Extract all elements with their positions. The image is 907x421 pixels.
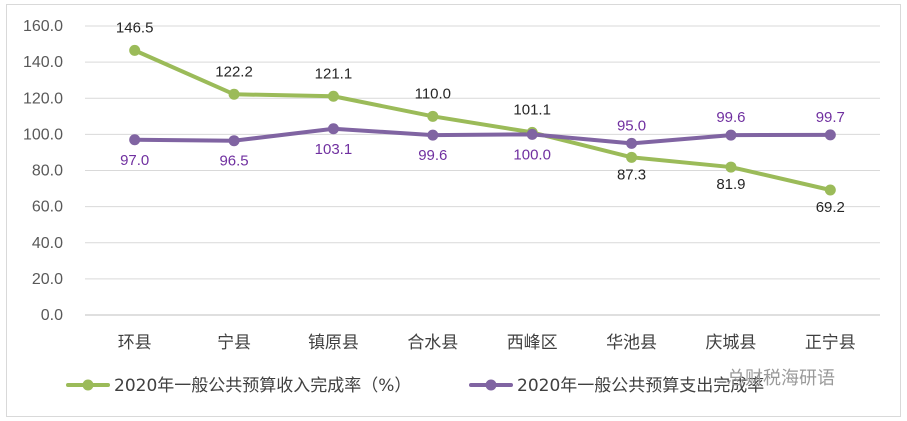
series-2-data-label: 95.0 bbox=[617, 117, 646, 134]
legend-label-2: 2020年一般公共预算支出完成率 bbox=[517, 376, 764, 396]
series-1-point bbox=[626, 151, 638, 163]
legend-marker-1 bbox=[82, 379, 94, 391]
y-tick-label: 60.0 bbox=[32, 199, 63, 216]
legend: 2020年一般公共预算收入完成率（%） 2020年一般公共预算支出完成率 bbox=[66, 376, 764, 396]
y-axis-ticks: 0.0 20.0 40.0 60.0 80.0 100.0 120.0 140.0 160.0 bbox=[23, 18, 63, 324]
series-1-point bbox=[129, 44, 141, 56]
x-category-label: 环县 bbox=[118, 333, 152, 353]
series-1-data-label: 87.3 bbox=[617, 166, 646, 183]
series-2-data-label: 96.5 bbox=[219, 153, 248, 170]
y-tick-label: 0.0 bbox=[41, 307, 63, 324]
series-lines bbox=[132, 48, 833, 193]
chart-frame bbox=[6, 4, 901, 417]
series-2-point bbox=[526, 128, 538, 140]
series-2-point bbox=[725, 129, 737, 141]
x-axis-categories: 环县 宁县 镇原县 合水县 西峰区 华池县 庆城县 正宁县 bbox=[118, 333, 856, 353]
series-1-data-label: 69.2 bbox=[816, 199, 845, 216]
series-1-data-label: 146.5 bbox=[116, 19, 154, 36]
series-1-point bbox=[725, 161, 737, 173]
series-2-data-label: 99.6 bbox=[716, 109, 745, 126]
series-markers bbox=[129, 44, 836, 196]
series-line-2 bbox=[132, 126, 833, 146]
y-tick-label: 100.0 bbox=[23, 126, 63, 143]
x-category-label: 镇原县 bbox=[308, 333, 359, 353]
x-category-label: 西峰区 bbox=[507, 333, 558, 353]
series-2-data-label: 99.7 bbox=[816, 109, 845, 126]
series-1-point bbox=[327, 90, 339, 102]
series-2-data-label: 99.6 bbox=[418, 147, 447, 164]
y-tick-label: 120.0 bbox=[23, 90, 63, 107]
series-1-point bbox=[228, 88, 240, 100]
y-tick-label: 160.0 bbox=[23, 18, 63, 35]
gridlines bbox=[85, 25, 880, 316]
y-tick-label: 140.0 bbox=[23, 54, 63, 71]
series-line-1 bbox=[132, 48, 833, 193]
watermark-text: 总财税海研语 bbox=[727, 368, 835, 389]
series-2-point bbox=[427, 129, 439, 141]
series-2-point bbox=[129, 134, 141, 146]
series-2-data-label: 97.0 bbox=[120, 152, 149, 169]
series-2-data-label: 100.0 bbox=[513, 146, 551, 163]
legend-marker-2 bbox=[485, 379, 497, 391]
series-2-point bbox=[626, 137, 638, 149]
series-1-data-label: 101.1 bbox=[513, 101, 551, 118]
x-category-label: 正宁县 bbox=[805, 333, 856, 353]
series-1-point bbox=[427, 110, 439, 122]
x-category-label: 合水县 bbox=[407, 333, 458, 353]
legend-label-1: 2020年一般公共预算收入完成率（%） bbox=[114, 376, 411, 396]
series-1-data-label: 81.9 bbox=[716, 176, 745, 193]
y-tick-label: 20.0 bbox=[32, 271, 63, 288]
series-2-point bbox=[228, 135, 240, 147]
series-1-data-label: 122.2 bbox=[215, 63, 253, 80]
data-labels: 146.5 122.2 121.1 110.0 101.1 87.3 81.9 69.2 97.… bbox=[116, 19, 845, 216]
x-category-label: 宁县 bbox=[217, 333, 251, 353]
y-tick-label: 40.0 bbox=[32, 235, 63, 252]
series-2-point bbox=[327, 123, 339, 135]
x-category-label: 庆城县 bbox=[705, 333, 756, 353]
series-1-data-label: 110.0 bbox=[415, 85, 451, 102]
series-1-point bbox=[824, 184, 836, 196]
series-2-point bbox=[824, 129, 836, 141]
x-category-label: 华池县 bbox=[606, 333, 657, 353]
y-tick-label: 80.0 bbox=[32, 163, 63, 180]
series-2-data-label: 103.1 bbox=[315, 141, 353, 158]
series-1-data-label: 121.1 bbox=[315, 65, 353, 82]
